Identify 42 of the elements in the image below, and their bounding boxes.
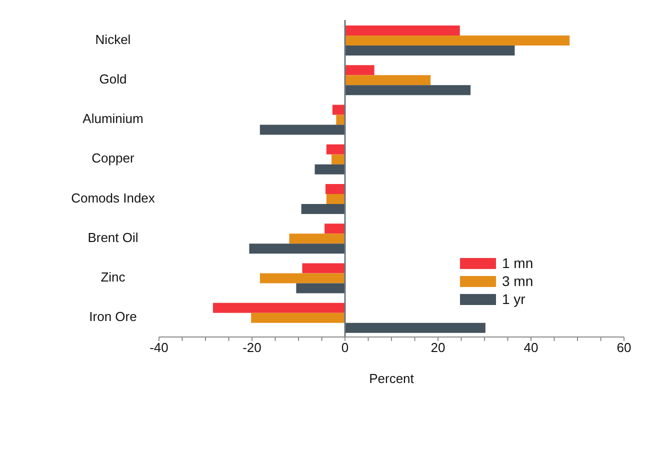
bar <box>260 273 345 284</box>
bar <box>345 75 431 86</box>
bar <box>345 322 486 333</box>
bar <box>345 65 374 76</box>
bar <box>302 263 345 274</box>
x-tick-label: 60 <box>616 340 632 356</box>
x-tick-label: -40 <box>150 340 168 356</box>
bar <box>326 194 345 204</box>
y-tick-label: Nickel <box>95 32 131 47</box>
y-tick-label: Zinc <box>100 270 126 285</box>
y-tick-label: Iron Ore <box>89 309 137 324</box>
x-tick-label: 20 <box>430 340 446 356</box>
bar <box>289 234 345 244</box>
y-tick-label: Comods Index <box>71 190 156 206</box>
bar <box>332 154 345 164</box>
bar <box>314 164 345 174</box>
x-axis-title: Percent <box>369 371 414 386</box>
bar <box>336 114 345 125</box>
y-tick-label: Gold <box>99 71 127 86</box>
x-tick-label: -20 <box>242 340 262 356</box>
bar <box>249 244 345 254</box>
bar <box>296 283 345 294</box>
legend-label: 3 mn <box>501 272 534 290</box>
bar <box>345 26 460 36</box>
x-tick-label: 40 <box>524 340 538 356</box>
bar <box>332 104 345 115</box>
bar <box>251 312 345 323</box>
y-tick-label: Copper <box>92 150 135 166</box>
bar <box>345 36 570 46</box>
legend-label: 1 yr <box>501 290 526 308</box>
bar <box>324 224 345 234</box>
bar <box>212 302 345 313</box>
bar <box>301 204 345 214</box>
bar <box>260 124 345 135</box>
bar <box>345 46 515 56</box>
bar <box>345 85 471 96</box>
bar <box>325 184 345 194</box>
x-tick-label: 0 <box>341 340 349 356</box>
y-tick-label: Aluminium <box>82 111 144 126</box>
legend-label: 1 mn <box>501 254 534 272</box>
y-tick-label: Brent Oil <box>88 230 138 245</box>
bar <box>326 144 345 154</box>
